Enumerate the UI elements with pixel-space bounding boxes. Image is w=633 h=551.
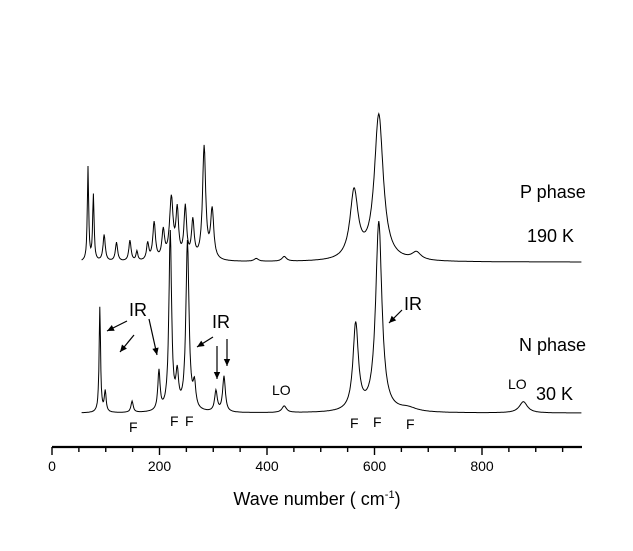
annotation-arrow-head xyxy=(223,359,231,366)
x-tick-label: 200 xyxy=(148,458,172,474)
annotation-f-5: F xyxy=(373,414,382,430)
annotation-arrows xyxy=(106,309,403,379)
label-lower-temp: 30 K xyxy=(536,384,573,404)
x-tick-label: 600 xyxy=(363,458,387,474)
x-tick-label: 0 xyxy=(48,458,56,474)
label-upper-temp: 190 K xyxy=(527,226,574,246)
label-lower-phase: N phase xyxy=(519,335,586,355)
annotation-ir-1: IR xyxy=(129,300,147,320)
annotation-arrow-head xyxy=(197,340,205,347)
annotation-ir-3: IR xyxy=(404,294,422,314)
annotation-f-3: F xyxy=(185,413,194,429)
series-line-lower xyxy=(81,221,582,414)
annotation-arrow-head xyxy=(120,344,127,352)
annotation-arrow-head xyxy=(107,325,115,331)
annotation-lo-1: LO xyxy=(272,382,291,398)
x-axis-label: Wave number ( cm-1) xyxy=(233,489,400,509)
x-axis-ticks: 0 200 400 600 800 xyxy=(48,447,564,474)
x-tick-label: 800 xyxy=(470,458,494,474)
annotation-f-4: F xyxy=(350,415,359,431)
annotation-arrow-head xyxy=(213,372,221,379)
label-upper-phase: P phase xyxy=(520,182,586,202)
annotation-f-1: F xyxy=(129,419,138,435)
x-tick-label: 400 xyxy=(255,458,279,474)
annotation-arrow-head xyxy=(152,347,159,355)
annotation-f-6: F xyxy=(406,416,415,432)
annotation-arrow-head xyxy=(389,315,397,323)
annotation-lo-2: LO xyxy=(508,376,527,392)
annotation-ir-2: IR xyxy=(212,312,230,332)
annotation-f-2: F xyxy=(170,413,179,429)
series-line-upper xyxy=(81,112,582,263)
